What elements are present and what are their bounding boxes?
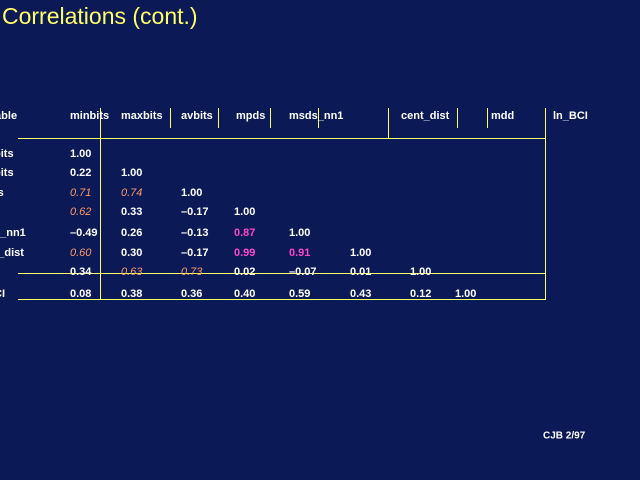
column-header: iable	[0, 110, 17, 122]
cell: 0.33	[121, 206, 142, 218]
column-header: cent_dist	[401, 110, 450, 122]
column-header: maxbits	[121, 110, 163, 122]
cell: 0.40	[234, 288, 255, 300]
row-label: CI	[0, 288, 5, 300]
cell: –0.17	[181, 247, 209, 259]
cell: 0.60	[70, 247, 92, 259]
slide-title: Correlations (cont.)	[2, 3, 198, 29]
row-label: ts	[0, 187, 4, 199]
cell: 1.00	[121, 167, 142, 179]
cell: –0.17	[181, 206, 209, 218]
column-header: msds_nn1	[289, 110, 343, 122]
cell: 0.99	[234, 247, 255, 259]
row-label: bits	[0, 167, 14, 179]
cell: 0.62	[70, 206, 91, 218]
cell: 1.00	[181, 187, 202, 199]
cell: 0.63	[121, 266, 143, 278]
footer-note: CJB 2/97	[543, 431, 586, 442]
cell: 0.22	[70, 167, 91, 179]
cell: 0.59	[289, 288, 310, 300]
column-header: ln_BCI	[553, 110, 588, 122]
cell: 1.00	[410, 266, 431, 278]
cell: –0.07	[289, 266, 317, 278]
cell: 0.30	[121, 247, 142, 259]
cell: 0.26	[121, 227, 142, 239]
cell: 1.00	[234, 206, 255, 218]
row-label: bits	[0, 148, 14, 160]
cell: 0.71	[70, 187, 91, 199]
cell: 0.12	[410, 288, 431, 300]
cell: 1.00	[289, 227, 310, 239]
cell: 0.38	[121, 288, 142, 300]
cell: 0.74	[121, 187, 142, 199]
cell: 0.01	[350, 266, 371, 278]
cell: 1.00	[455, 288, 476, 300]
column-header: mdd	[491, 110, 514, 122]
cell: 0.87	[234, 227, 255, 239]
cell: 0.08	[70, 288, 91, 300]
cell: 1.00	[70, 148, 91, 160]
column-header: minbits	[70, 110, 109, 122]
cell: 1.00	[350, 247, 371, 259]
column-header: mpds	[236, 110, 265, 122]
cell: –0.13	[181, 227, 209, 239]
cell: 0.36	[181, 288, 202, 300]
row-label: s_nn1	[0, 227, 26, 239]
cell: 0.02	[234, 266, 255, 278]
cell: –0.49	[70, 227, 98, 239]
cell: 0.43	[350, 288, 371, 300]
column-header: avbits	[181, 110, 213, 122]
table-lines	[18, 108, 546, 300]
cell: 0.34	[70, 266, 92, 278]
row-label: r_dist	[0, 247, 24, 259]
cell: 0.91	[289, 247, 310, 259]
cell: 0.73	[181, 266, 203, 278]
